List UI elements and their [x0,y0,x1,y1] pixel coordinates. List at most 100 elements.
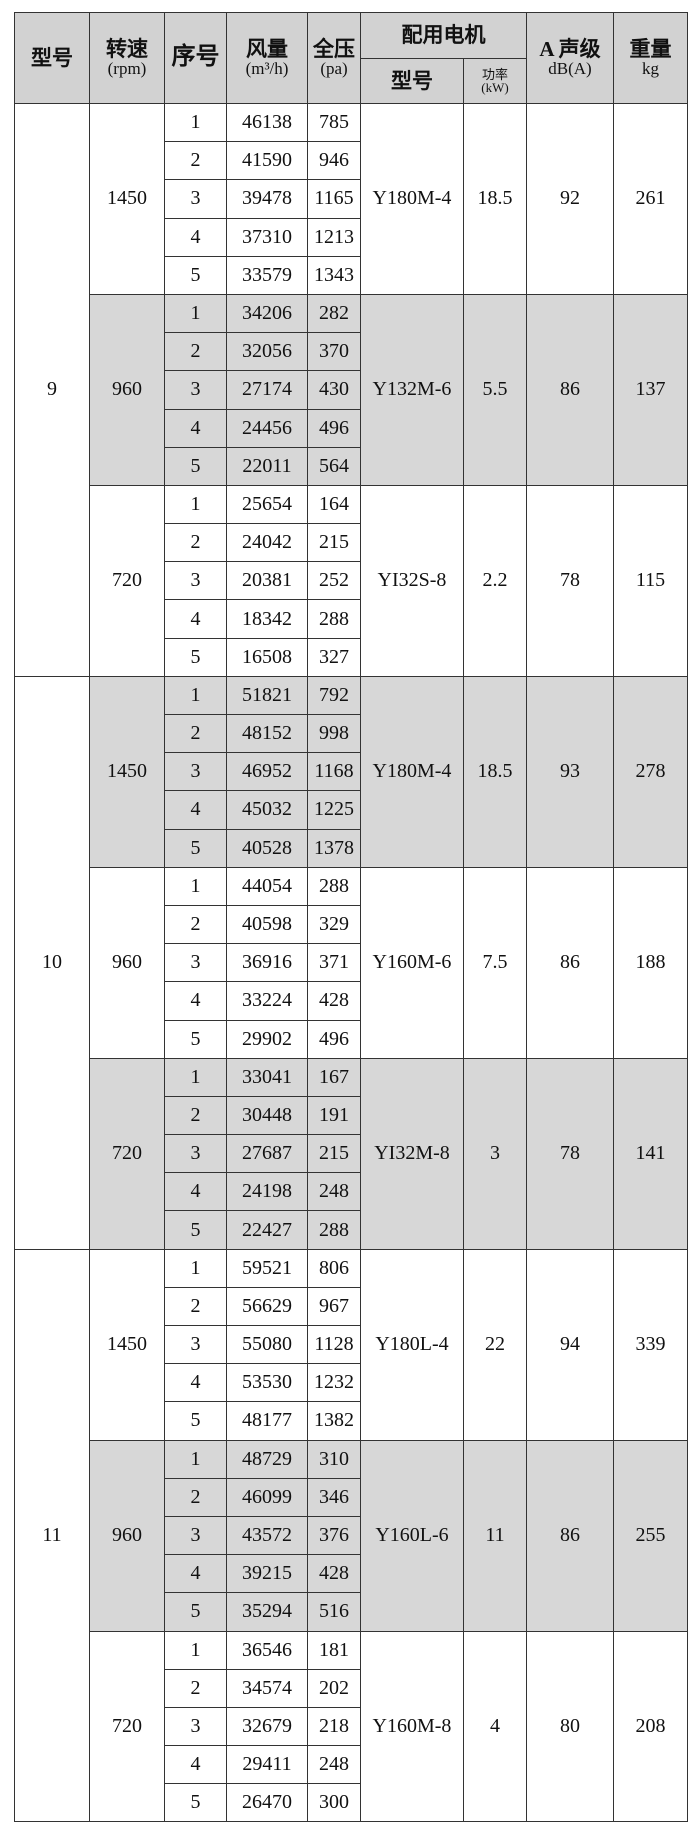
seq-cell: 1 [164,293,227,334]
flow-cell: 33224 [226,981,308,1021]
flow-cell: 48177 [226,1401,308,1441]
flow-cell: 30448 [226,1095,308,1136]
pressure-cell: 998 [307,713,361,754]
flow-cell: 29902 [226,1019,308,1059]
table-row: 5 33579 1343 [15,255,688,295]
pressure-cell: 252 [307,561,361,601]
speed-cell: 1450 [89,675,165,868]
pressure-cell: 376 [307,1515,361,1556]
seq-cell: 1 [164,1248,227,1288]
weight-cell: 261 [613,103,688,295]
table-row: 5 22427 288 [15,1210,688,1250]
flow-cell: 39215 [226,1554,308,1594]
seq-cell: 3 [164,752,227,792]
seq-cell: 2 [164,904,227,945]
seq-cell: 2 [164,1095,227,1136]
speed-cell: 720 [89,1057,165,1250]
pressure-cell: 164 [307,484,361,525]
motor-model-cell: Y180L-4 [360,1248,464,1441]
header-seq: 序号 [164,12,227,104]
noise-cell: 86 [526,866,614,1059]
pressure-cell: 1232 [307,1363,361,1403]
table-row: 2 48152 998 [15,713,688,754]
header-motor-power: 功率 (kW) [463,58,527,104]
noise-cell: 86 [526,293,614,486]
weight-cell: 137 [613,293,688,486]
pressure-cell: 792 [307,675,361,716]
seq-cell: 3 [164,179,227,219]
flow-cell: 34206 [226,293,308,334]
weight-cell: 339 [613,1248,688,1441]
flow-cell: 29411 [226,1745,308,1785]
table-row: 4 29411 248 [15,1745,688,1785]
table-row: 5 22011 564 [15,446,688,486]
motor-power-cell: 11 [463,1439,527,1632]
flow-cell: 56629 [226,1286,308,1327]
seq-cell: 2 [164,141,227,181]
seq-cell: 5 [164,828,227,868]
header-motor-model: 型号 [360,58,464,104]
seq-cell: 1 [164,1630,227,1670]
flow-cell: 36546 [226,1630,308,1670]
pressure-cell: 248 [307,1745,361,1785]
flow-cell: 24456 [226,408,308,448]
weight-cell: 188 [613,866,688,1059]
table-row: 4 39215 428 [15,1554,688,1594]
seq-cell: 2 [164,332,227,372]
flow-cell: 24042 [226,523,308,563]
table-row: 4 24456 496 [15,408,688,448]
pressure-cell: 496 [307,1019,361,1059]
seq-cell: 4 [164,408,227,448]
seq-cell: 5 [164,637,227,677]
table-row: 5 26470 300 [15,1783,688,1823]
table-row: 3 43572 376 [15,1515,688,1556]
pressure-cell: 215 [307,1134,361,1174]
table-row: 3 55080 1128 [15,1324,688,1365]
flow-cell: 32679 [226,1706,308,1747]
table-row: 3 32679 218 [15,1706,688,1747]
table-row: 2 56629 967 [15,1286,688,1327]
table-row: 5 48177 1382 [15,1401,688,1441]
pressure-cell: 1225 [307,790,361,830]
table-row: 4 24198 248 [15,1172,688,1212]
table-row: 5 35294 516 [15,1592,688,1632]
table-row: 2 32056 370 [15,332,688,372]
pressure-cell: 564 [307,446,361,486]
flow-cell: 40598 [226,904,308,945]
header-speed: 转速 (rpm) [89,12,165,104]
flow-cell: 22427 [226,1210,308,1250]
flow-cell: 36916 [226,943,308,983]
flow-cell: 51821 [226,675,308,716]
seq-cell: 2 [164,1477,227,1517]
seq-cell: 3 [164,1324,227,1365]
flow-cell: 33041 [226,1057,308,1097]
pressure-cell: 310 [307,1439,361,1479]
pressure-cell: 191 [307,1095,361,1136]
table-row: 3 27174 430 [15,370,688,410]
flow-cell: 26470 [226,1783,308,1823]
seq-cell: 2 [164,523,227,563]
pressure-cell: 288 [307,866,361,906]
seq-cell: 1 [164,1057,227,1097]
header-weight: 重量 kg [613,12,688,104]
pressure-cell: 202 [307,1668,361,1708]
motor-model-cell: YI32S-8 [360,484,464,677]
noise-cell: 80 [526,1630,614,1823]
noise-cell: 92 [526,103,614,295]
seq-cell: 4 [164,981,227,1021]
motor-model-cell: Y180M-4 [360,103,464,295]
header-flow: 风量 (m³/h) [226,12,308,104]
table-row: 3 46952 1168 [15,752,688,792]
seq-cell: 3 [164,561,227,601]
pressure-cell: 370 [307,332,361,372]
flow-cell: 43572 [226,1515,308,1556]
seq-cell: 1 [164,675,227,716]
pressure-cell: 1168 [307,752,361,792]
table-row: 5 16508 327 [15,637,688,677]
seq-cell: 4 [164,217,227,257]
pressure-cell: 1382 [307,1401,361,1441]
flow-cell: 22011 [226,446,308,486]
pressure-cell: 1165 [307,179,361,219]
flow-cell: 53530 [226,1363,308,1403]
seq-cell: 1 [164,866,227,906]
